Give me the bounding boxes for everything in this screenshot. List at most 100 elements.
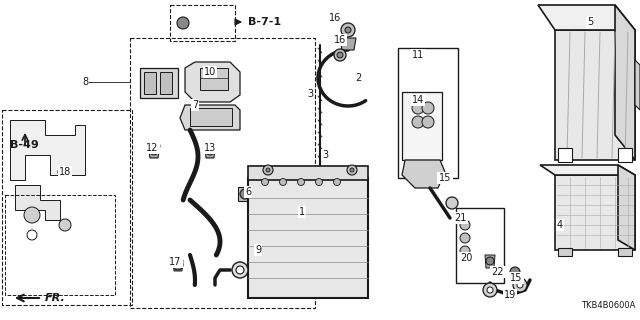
Text: 12: 12: [146, 143, 158, 153]
Text: 4: 4: [557, 220, 563, 230]
Text: 21: 21: [454, 213, 466, 223]
Polygon shape: [10, 120, 85, 180]
Text: 9: 9: [255, 245, 261, 255]
Polygon shape: [180, 105, 240, 130]
Circle shape: [460, 246, 470, 256]
Circle shape: [298, 179, 305, 186]
Circle shape: [206, 147, 214, 155]
Bar: [248, 166, 368, 180]
Text: 16: 16: [329, 13, 341, 23]
Circle shape: [487, 287, 493, 293]
Text: B-49: B-49: [10, 140, 39, 150]
Circle shape: [460, 220, 470, 230]
Circle shape: [177, 17, 189, 29]
Circle shape: [483, 283, 497, 297]
Circle shape: [412, 102, 424, 114]
Text: 17: 17: [169, 257, 181, 267]
Text: 1: 1: [299, 207, 305, 217]
Circle shape: [150, 147, 158, 155]
Polygon shape: [618, 248, 632, 256]
Circle shape: [337, 52, 343, 58]
Polygon shape: [485, 255, 495, 268]
Circle shape: [263, 165, 273, 175]
Text: 16: 16: [334, 35, 346, 45]
Bar: [130, 38, 315, 308]
Text: 14: 14: [412, 95, 424, 105]
Circle shape: [333, 179, 340, 186]
Text: 3: 3: [307, 89, 313, 99]
Bar: [5, 195, 115, 295]
Polygon shape: [205, 145, 215, 158]
Text: 18: 18: [59, 167, 71, 177]
Polygon shape: [555, 175, 635, 250]
Circle shape: [350, 168, 354, 172]
Text: TKB4B0600A: TKB4B0600A: [580, 301, 635, 310]
Polygon shape: [173, 260, 183, 271]
Circle shape: [266, 168, 270, 172]
Text: 8: 8: [82, 77, 88, 87]
Polygon shape: [635, 60, 640, 110]
Polygon shape: [538, 5, 635, 30]
Text: B-7-1: B-7-1: [248, 17, 281, 27]
Text: 20: 20: [460, 253, 472, 263]
Polygon shape: [558, 148, 572, 162]
Bar: [144, 72, 156, 94]
Bar: [190, 108, 232, 126]
Polygon shape: [615, 5, 635, 160]
Circle shape: [316, 179, 323, 186]
Circle shape: [27, 230, 37, 240]
Text: 19: 19: [504, 290, 516, 300]
Text: 15: 15: [439, 173, 451, 183]
Circle shape: [236, 266, 244, 274]
Bar: [456, 208, 504, 283]
Polygon shape: [618, 148, 632, 162]
Circle shape: [446, 197, 458, 209]
Circle shape: [173, 260, 183, 270]
Circle shape: [513, 278, 527, 292]
Bar: [402, 92, 442, 160]
Circle shape: [334, 49, 346, 61]
Circle shape: [345, 27, 351, 33]
Text: 13: 13: [204, 143, 216, 153]
Circle shape: [59, 219, 71, 231]
Circle shape: [517, 282, 523, 288]
Bar: [160, 72, 172, 94]
Text: 22: 22: [492, 267, 504, 277]
Text: 7: 7: [192, 100, 198, 110]
Text: 3: 3: [322, 150, 328, 160]
Text: 2: 2: [355, 73, 361, 83]
Circle shape: [341, 23, 355, 37]
Circle shape: [422, 102, 434, 114]
Text: 5: 5: [587, 17, 593, 27]
Bar: [398, 48, 458, 178]
Circle shape: [347, 165, 357, 175]
Text: 6: 6: [245, 187, 251, 197]
Text: 10: 10: [204, 67, 216, 77]
Circle shape: [422, 116, 434, 128]
Bar: [170, 5, 235, 41]
Polygon shape: [15, 185, 60, 220]
Bar: [140, 68, 178, 98]
Text: FR.: FR.: [45, 293, 66, 303]
Bar: [200, 68, 228, 90]
Circle shape: [486, 257, 494, 265]
Bar: [2, 110, 132, 305]
Circle shape: [24, 207, 40, 223]
Circle shape: [240, 189, 250, 199]
Polygon shape: [148, 145, 160, 158]
Polygon shape: [540, 165, 635, 175]
Circle shape: [262, 179, 269, 186]
Polygon shape: [555, 30, 635, 160]
Polygon shape: [558, 248, 572, 256]
Polygon shape: [618, 165, 635, 250]
Circle shape: [460, 233, 470, 243]
Polygon shape: [340, 38, 356, 50]
Polygon shape: [185, 62, 240, 102]
Circle shape: [58, 167, 68, 177]
Circle shape: [412, 116, 424, 128]
Circle shape: [510, 267, 520, 277]
Text: 15: 15: [510, 273, 522, 283]
Polygon shape: [402, 160, 445, 188]
Bar: [248, 178, 368, 298]
Text: 11: 11: [412, 50, 424, 60]
